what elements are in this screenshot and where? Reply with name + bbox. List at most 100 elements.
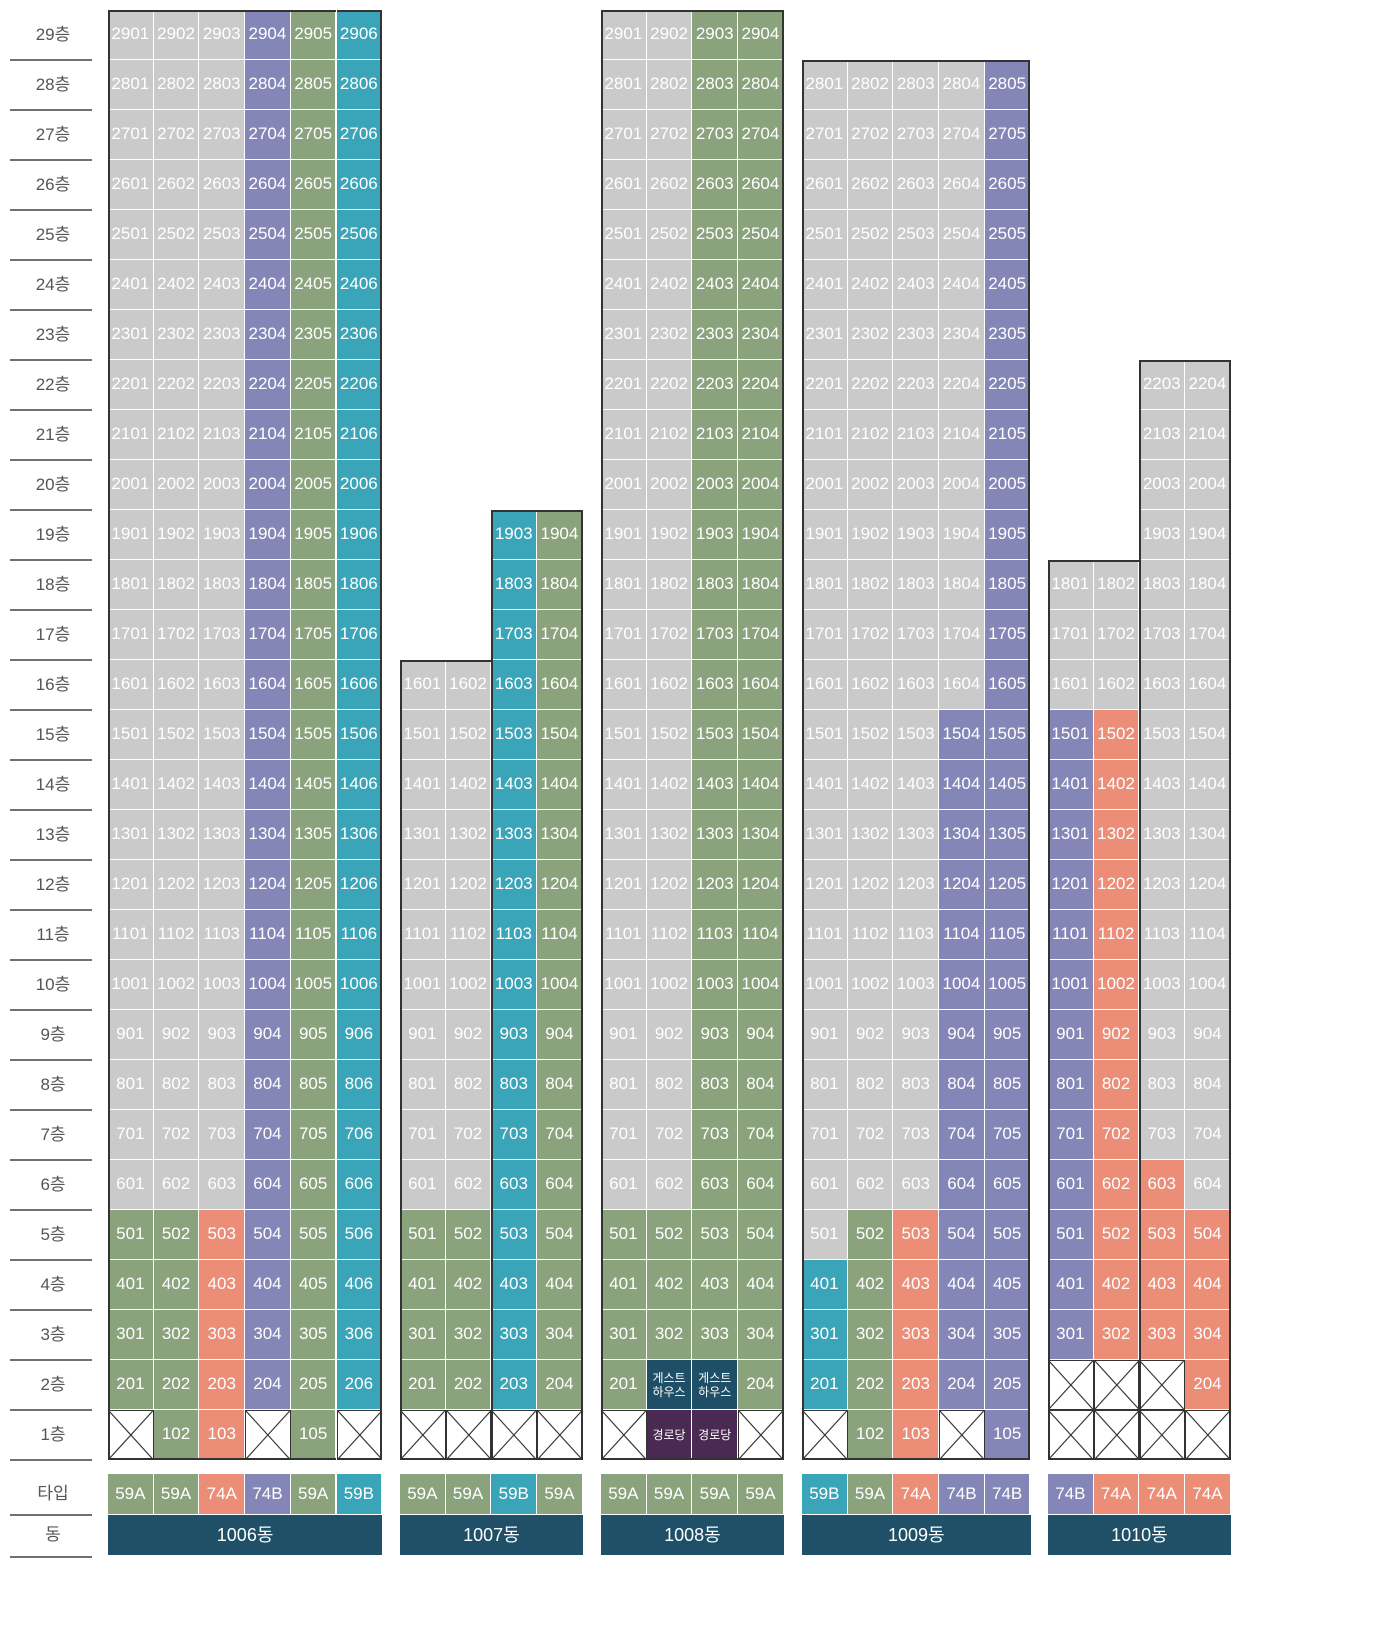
- unit-cell[interactable]: 2703: [199, 110, 246, 160]
- unit-cell[interactable]: 2003: [893, 460, 940, 510]
- unit-cell[interactable]: 2002: [847, 460, 894, 510]
- unit-cell[interactable]: 803: [692, 1060, 739, 1110]
- unit-cell[interactable]: 2604: [738, 160, 784, 210]
- unit-cell[interactable]: 2501: [802, 210, 848, 260]
- unit-cell[interactable]: 1301: [601, 810, 647, 860]
- unit-cell[interactable]: 602: [1093, 1160, 1140, 1210]
- unit-cell[interactable]: 2204: [939, 360, 985, 410]
- unit-cell[interactable]: 1804: [245, 560, 291, 610]
- unit-cell[interactable]: 1604: [537, 660, 583, 710]
- unit-cell[interactable]: 2102: [153, 410, 200, 460]
- guest-house-cell[interactable]: 게스트 하우스: [692, 1360, 739, 1410]
- unit-cell[interactable]: 403: [199, 1260, 246, 1310]
- unit-cell[interactable]: 502: [445, 1210, 492, 1260]
- unit-cell[interactable]: 1102: [847, 910, 894, 960]
- unit-cell[interactable]: 601: [400, 1160, 446, 1210]
- unit-cell[interactable]: 1004: [738, 960, 784, 1010]
- unit-cell[interactable]: 1704: [939, 610, 985, 660]
- unit-cell[interactable]: 1304: [245, 810, 291, 860]
- unit-cell[interactable]: 1704: [1185, 610, 1231, 660]
- unit-cell[interactable]: 1301: [802, 810, 848, 860]
- unit-cell[interactable]: 304: [245, 1310, 291, 1360]
- unit-cell[interactable]: 1406: [336, 760, 383, 810]
- unit-cell[interactable]: 1806: [336, 560, 383, 610]
- unit-cell[interactable]: 1002: [646, 960, 693, 1010]
- unit-cell[interactable]: 1402: [445, 760, 492, 810]
- unit-cell[interactable]: 305: [290, 1310, 337, 1360]
- unit-cell[interactable]: 2405: [984, 260, 1031, 310]
- unit-cell[interactable]: 501: [802, 1210, 848, 1260]
- guest-house-cell[interactable]: 게스트 하우스: [646, 1360, 693, 1410]
- unit-cell[interactable]: 1901: [802, 510, 848, 560]
- unit-cell[interactable]: 1402: [1093, 760, 1140, 810]
- unit-cell[interactable]: 2003: [199, 460, 246, 510]
- unit-cell[interactable]: 902: [445, 1010, 492, 1060]
- unit-cell[interactable]: 202: [847, 1360, 894, 1410]
- unit-cell[interactable]: 1104: [738, 910, 784, 960]
- unit-cell[interactable]: 1303: [1139, 810, 1186, 860]
- unit-cell[interactable]: 1103: [1139, 910, 1186, 960]
- unit-cell[interactable]: 2106: [336, 410, 383, 460]
- unit-cell[interactable]: 2204: [738, 360, 784, 410]
- unit-cell[interactable]: 1801: [802, 560, 848, 610]
- unit-cell[interactable]: 2203: [692, 360, 739, 410]
- unit-cell[interactable]: 1403: [199, 760, 246, 810]
- unit-cell[interactable]: 505: [290, 1210, 337, 1260]
- unit-cell[interactable]: 1005: [984, 960, 1031, 1010]
- unit-cell[interactable]: 301: [400, 1310, 446, 1360]
- unit-cell[interactable]: 1701: [601, 610, 647, 660]
- unit-cell[interactable]: 1404: [738, 760, 784, 810]
- unit-cell[interactable]: 703: [692, 1110, 739, 1160]
- unit-cell[interactable]: 801: [400, 1060, 446, 1110]
- unit-cell[interactable]: 706: [336, 1110, 383, 1160]
- unit-cell[interactable]: 203: [199, 1360, 246, 1410]
- unit-cell[interactable]: 604: [939, 1160, 985, 1210]
- unit-cell[interactable]: 1502: [1093, 710, 1140, 760]
- unit-cell[interactable]: 2902: [646, 10, 693, 60]
- unit-cell[interactable]: 2502: [153, 210, 200, 260]
- unit-cell[interactable]: 302: [445, 1310, 492, 1360]
- unit-cell[interactable]: 103: [893, 1410, 940, 1460]
- unit-cell[interactable]: 1004: [939, 960, 985, 1010]
- unit-cell[interactable]: 1104: [1185, 910, 1231, 960]
- unit-cell[interactable]: 1203: [893, 860, 940, 910]
- unit-cell[interactable]: 1601: [802, 660, 848, 710]
- unit-cell[interactable]: 1303: [893, 810, 940, 860]
- unit-cell[interactable]: 2304: [738, 310, 784, 360]
- unit-cell[interactable]: 802: [445, 1060, 492, 1110]
- unit-cell[interactable]: 804: [738, 1060, 784, 1110]
- unit-cell[interactable]: 1903: [893, 510, 940, 560]
- unit-cell[interactable]: 2301: [802, 310, 848, 360]
- unit-cell[interactable]: 2001: [108, 460, 154, 510]
- unit-cell[interactable]: 1901: [108, 510, 154, 560]
- unit-cell[interactable]: 1705: [984, 610, 1031, 660]
- unit-cell[interactable]: 1601: [108, 660, 154, 710]
- unit-cell[interactable]: 2902: [153, 10, 200, 60]
- unit-cell[interactable]: 1903: [199, 510, 246, 560]
- unit-cell[interactable]: 2005: [984, 460, 1031, 510]
- unit-cell[interactable]: 2104: [245, 410, 291, 460]
- unit-cell[interactable]: 603: [692, 1160, 739, 1210]
- unit-cell[interactable]: 301: [802, 1310, 848, 1360]
- unit-cell[interactable]: 601: [802, 1160, 848, 1210]
- unit-cell[interactable]: 1201: [802, 860, 848, 910]
- unit-cell[interactable]: 2801: [802, 60, 848, 110]
- unit-cell[interactable]: 1203: [491, 860, 538, 910]
- unit-cell[interactable]: 1702: [1093, 610, 1140, 660]
- unit-cell[interactable]: 204: [738, 1360, 784, 1410]
- unit-cell[interactable]: 803: [893, 1060, 940, 1110]
- unit-cell[interactable]: 703: [1139, 1110, 1186, 1160]
- unit-cell[interactable]: 2501: [108, 210, 154, 260]
- unit-cell[interactable]: 1105: [290, 910, 337, 960]
- unit-cell[interactable]: 1803: [692, 560, 739, 610]
- unit-cell[interactable]: 2604: [939, 160, 985, 210]
- unit-cell[interactable]: 703: [199, 1110, 246, 1160]
- unit-cell[interactable]: 901: [400, 1010, 446, 1060]
- unit-cell[interactable]: 1302: [445, 810, 492, 860]
- unit-cell[interactable]: 2101: [108, 410, 154, 460]
- unit-cell[interactable]: 1304: [939, 810, 985, 860]
- unit-cell[interactable]: 1603: [199, 660, 246, 710]
- unit-cell[interactable]: 303: [199, 1310, 246, 1360]
- unit-cell[interactable]: 2701: [802, 110, 848, 160]
- unit-cell[interactable]: 2502: [847, 210, 894, 260]
